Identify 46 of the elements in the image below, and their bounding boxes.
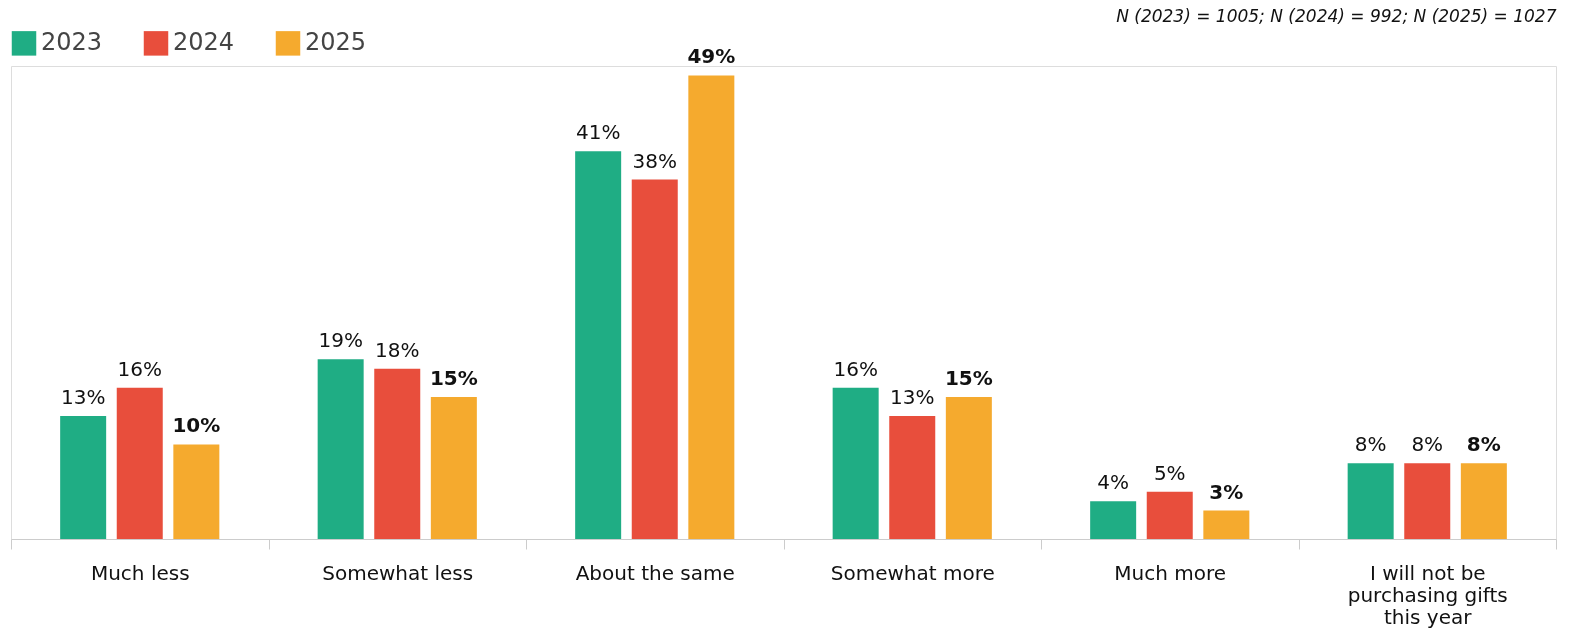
data-label: 15%	[944, 366, 993, 391]
bar	[1347, 463, 1394, 539]
data-label: 49%	[687, 44, 736, 69]
bar	[1090, 501, 1137, 539]
bar	[1203, 510, 1250, 539]
data-label: 16%	[833, 356, 878, 381]
data-label: 4%	[1097, 470, 1130, 495]
data-label: 8%	[1411, 432, 1444, 457]
bar	[374, 368, 421, 539]
data-label: 19%	[318, 328, 363, 353]
bar	[1404, 463, 1451, 539]
bar	[1460, 463, 1507, 539]
bar	[1146, 491, 1193, 539]
data-label: 18%	[375, 337, 420, 362]
bar	[317, 359, 364, 539]
x-tick-label: Much more	[1114, 560, 1227, 585]
bar	[116, 387, 163, 539]
data-label: 3%	[1209, 479, 1244, 504]
text: N (2023) = 1005; N (2024) = 992; N (2025) = 1027	[1116, 6, 1557, 26]
data-label: 8%	[1466, 432, 1501, 457]
bar	[688, 75, 735, 539]
data-label: 10%	[172, 413, 221, 438]
legend-label: 2023	[41, 28, 103, 57]
bar	[173, 444, 220, 539]
bar	[889, 416, 936, 539]
bar	[575, 151, 622, 539]
bar	[631, 179, 678, 539]
legend-label: 2025	[305, 28, 367, 57]
x-tick-label: I will not be purchasing gifts this year	[1347, 560, 1508, 629]
data-label: 13%	[890, 385, 935, 410]
data-label: 16%	[117, 356, 162, 381]
data-label: 13%	[60, 385, 106, 410]
data-label: 41%	[575, 120, 621, 145]
bar	[60, 416, 107, 539]
data-label: 5%	[1153, 460, 1186, 485]
bar	[945, 397, 992, 539]
bar	[832, 387, 879, 539]
bar	[430, 397, 477, 539]
data-label: 15%	[429, 366, 478, 391]
x-tick-label: Somewhat more	[830, 560, 995, 585]
x-tick-label: About the same	[575, 560, 735, 585]
x-tick-label: Much less	[90, 560, 190, 585]
data-label: 38%	[632, 148, 677, 173]
data-label: 8%	[1354, 432, 1387, 457]
legend-label: 2024	[173, 28, 235, 57]
x-tick-label: Somewhat less	[322, 560, 474, 585]
